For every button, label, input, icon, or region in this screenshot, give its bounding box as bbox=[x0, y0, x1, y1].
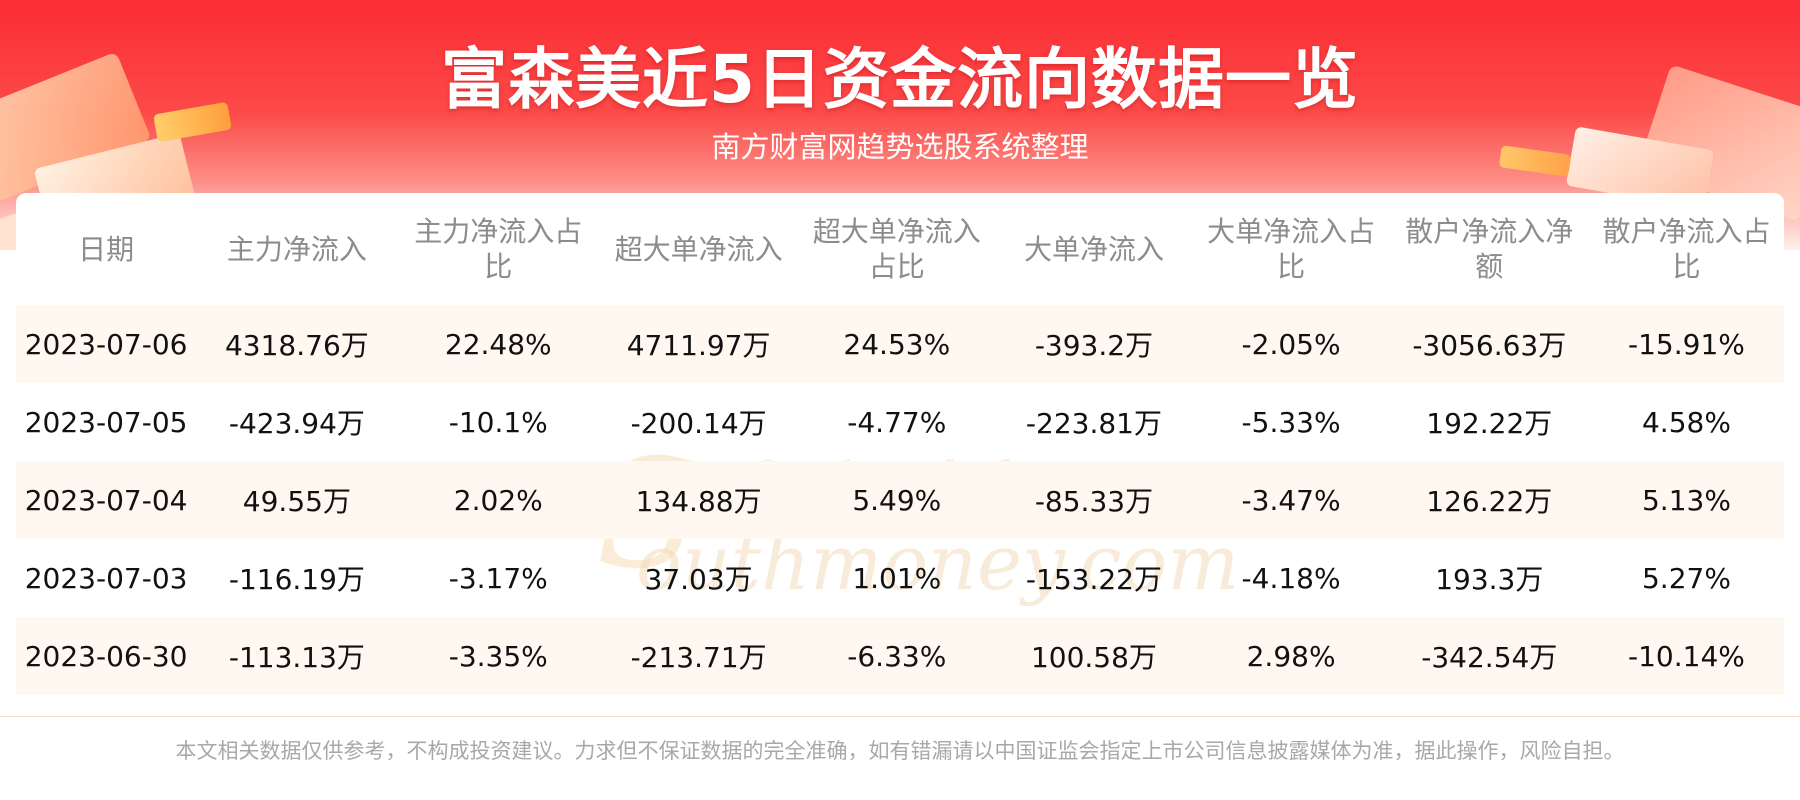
table-cell: -423.94万 bbox=[228, 407, 365, 440]
table-cell: -4.77% bbox=[847, 405, 947, 439]
column-header: 日期 bbox=[78, 232, 135, 266]
page-subtitle: 南方财富网趋势选股系统整理 bbox=[711, 130, 1089, 164]
column-header: 大单净流入 bbox=[1023, 232, 1164, 266]
table-cell: 2023-07-04 bbox=[16, 461, 197, 539]
table-cell: 193.3万 bbox=[1435, 563, 1544, 596]
column-header: 散户净流入占比 bbox=[1602, 215, 1771, 283]
table-cell: 5.27% bbox=[1641, 561, 1731, 595]
disclaimer-text: 本文相关数据仅供参考，不构成投资建议。力求但不保证数据的完全准确，如有错漏请以中… bbox=[0, 716, 1800, 765]
table-cell: 2.02% bbox=[397, 461, 599, 539]
table-row: 2023-07-04 49.55万 2.02% 134.88万 5.49% -8… bbox=[16, 461, 1784, 539]
table-cell: 4711.97万 bbox=[598, 305, 799, 383]
table-cell: 49.55万 bbox=[196, 461, 398, 539]
table-cell: 4318.76万 bbox=[196, 305, 398, 383]
table-cell: -3.47% bbox=[1192, 461, 1390, 539]
table-cell: 2023-06-30 bbox=[16, 617, 197, 695]
table-cell: -3.17% bbox=[448, 561, 548, 595]
table-cell: 4.58% bbox=[1641, 405, 1731, 439]
table-cell: -5.33% bbox=[1241, 405, 1341, 439]
table-cell: -10.14% bbox=[1588, 617, 1784, 695]
column-header: 散户净流入净额 bbox=[1405, 215, 1574, 283]
table-cell: 2.98% bbox=[1192, 617, 1390, 695]
table-cell: 1.01% bbox=[852, 561, 942, 595]
table-cell: -200.14万 bbox=[630, 407, 767, 440]
table-cell: -393.2万 bbox=[995, 305, 1193, 383]
table-cell: -3.35% bbox=[397, 617, 599, 695]
fund-flow-table: 日期 主力净流入 主力净流入占比 超大单净流入 超大单净流入占比 大单净流入 大… bbox=[16, 193, 1784, 695]
table-cell: 22.48% bbox=[397, 305, 599, 383]
table-cell: -6.33% bbox=[798, 617, 996, 695]
data-table-card: S 南方财富网 outhmoney.com 日期 主力净流入 主力净流入占比 超… bbox=[16, 193, 1784, 713]
table-cell: -342.54万 bbox=[1389, 617, 1589, 695]
column-header: 超大单净流入 bbox=[614, 232, 783, 266]
table-cell: -116.19万 bbox=[228, 563, 365, 596]
table-cell: -213.71万 bbox=[598, 617, 799, 695]
page-title: 富森美近5日资金流向数据一览 bbox=[441, 41, 1359, 118]
table-cell: 2023-07-06 bbox=[16, 305, 197, 383]
table-cell: 2023-07-03 bbox=[24, 561, 188, 595]
table-cell: 100.58万 bbox=[995, 617, 1193, 695]
table-row: 2023-06-30 -113.13万 -3.35% -213.71万 -6.3… bbox=[16, 617, 1784, 695]
table-cell: -10.1% bbox=[448, 405, 548, 439]
table-cell: 134.88万 bbox=[598, 461, 799, 539]
table-cell: 126.22万 bbox=[1389, 461, 1589, 539]
table-cell: -85.33万 bbox=[995, 461, 1193, 539]
table-cell: -223.81万 bbox=[1025, 407, 1162, 440]
column-header: 主力净流入 bbox=[226, 232, 367, 266]
table-cell: 37.03万 bbox=[644, 563, 753, 596]
table-row: 2023-07-03 -116.19万 -3.17% 37.03万 1.01% … bbox=[16, 539, 1784, 617]
table-cell: -15.91% bbox=[1588, 305, 1784, 383]
table-cell: 5.49% bbox=[798, 461, 996, 539]
table-header-row: 日期 主力净流入 主力净流入占比 超大单净流入 超大单净流入占比 大单净流入 大… bbox=[16, 193, 1784, 305]
column-header: 主力净流入占比 bbox=[414, 215, 583, 283]
column-header: 大单净流入占比 bbox=[1207, 215, 1376, 283]
table-row: 2023-07-05 -423.94万 -10.1% -200.14万 -4.7… bbox=[16, 383, 1784, 461]
table-cell: 192.22万 bbox=[1426, 407, 1553, 440]
column-header: 超大单净流入占比 bbox=[812, 215, 981, 283]
table-cell: -113.13万 bbox=[196, 617, 398, 695]
table-cell: -4.18% bbox=[1241, 561, 1341, 595]
table-cell: -153.22万 bbox=[1025, 563, 1162, 596]
table-cell: 5.13% bbox=[1588, 461, 1784, 539]
table-cell: 24.53% bbox=[798, 305, 996, 383]
table-cell: -3056.63万 bbox=[1389, 305, 1589, 383]
table-cell: -2.05% bbox=[1192, 305, 1390, 383]
table-row: 2023-07-06 4318.76万 22.48% 4711.97万 24.5… bbox=[16, 305, 1784, 383]
table-cell: 2023-07-05 bbox=[24, 405, 188, 439]
